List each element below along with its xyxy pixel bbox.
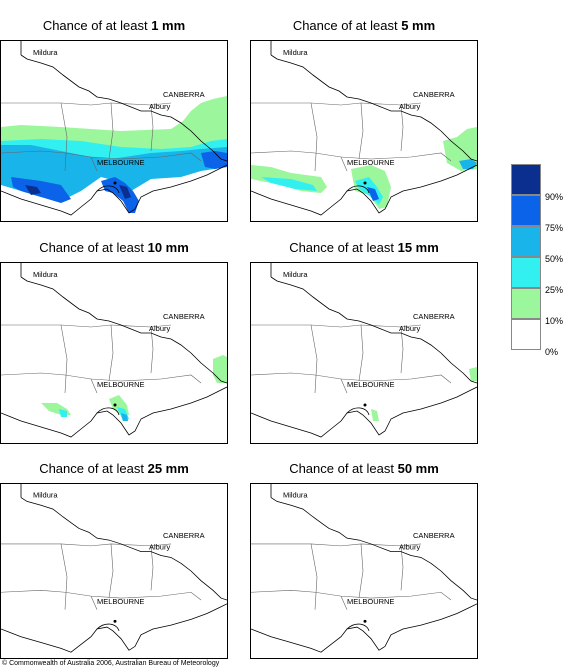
legend-swatch-10 (511, 288, 541, 319)
district-boundaries (1, 324, 202, 394)
panel-title: Chance of at least 5 mm (250, 18, 478, 36)
victoria-map: Mildura CANBERRA Albury MELBOURNE (251, 263, 477, 438)
coastline-and-borders (1, 263, 227, 438)
legend-label-75: 75% (545, 223, 564, 233)
label-canberra: CANBERRA (413, 531, 455, 540)
label-mildura: Mildura (283, 48, 308, 57)
coastline-and-borders (251, 263, 477, 438)
panel-title-amount: 50 mm (397, 461, 439, 476)
map-area: Mildura CANBERRA Albury MELBOURNE (0, 483, 228, 659)
legend-label-25: 25% (545, 285, 564, 295)
legend-swatch-0 (511, 319, 541, 350)
district-boundaries (251, 543, 452, 610)
rainfall-shading (371, 367, 477, 421)
rainfall-shading (251, 127, 477, 209)
victoria-map: Mildura CANBERRA Albury MELBOURNE (251, 41, 477, 216)
panel-title-prefix: Chance of at least (39, 461, 148, 476)
district-boundaries (251, 102, 452, 172)
panel-title-amount: 15 mm (397, 240, 439, 255)
coastline-and-borders (251, 41, 477, 216)
panel-title-prefix: Chance of at least (289, 240, 398, 255)
label-mildura: Mildura (33, 491, 58, 500)
panel-title-prefix: Chance of at least (289, 461, 398, 476)
label-melbourne: MELBOURNE (347, 597, 394, 606)
label-melbourne: MELBOURNE (347, 380, 395, 389)
coastline-and-borders (1, 484, 227, 653)
victoria-map: Mildura CANBERRA Albury MELBOURNE (1, 484, 227, 653)
panel-title: Chance of at least 1 mm (0, 18, 228, 36)
victoria-map: Mildura CANBERRA Albury MELBOURNE (1, 41, 227, 216)
map-area: Mildura CANBERRA Albury MELBOURNE (250, 483, 478, 659)
label-albury: Albury (149, 543, 171, 552)
map-panel-50mm: Chance of at least 50 mm Mildura CANBERR… (250, 461, 478, 665)
map-area: Mildura CANBERRA Albury MELBOURNE (0, 40, 228, 222)
label-albury: Albury (399, 102, 421, 111)
legend-label-50: 50% (545, 254, 564, 264)
legend-label-10: 10% (545, 316, 564, 326)
victoria-map: Mildura CANBERRA Albury MELBOURNE (251, 484, 477, 653)
map-panel-1mm: Chance of at least 1 mm (0, 18, 228, 222)
map-panel-5mm: Chance of at least 5 mm (250, 18, 478, 222)
label-melbourne: MELBOURNE (97, 380, 145, 389)
district-boundaries (1, 543, 202, 610)
victoria-map: Mildura CANBERRA Albury MELBOURNE (1, 263, 227, 438)
label-canberra: CANBERRA (163, 531, 205, 540)
label-melbourne: MELBOURNE (97, 597, 144, 606)
label-canberra: CANBERRA (413, 312, 455, 321)
label-albury: Albury (399, 543, 421, 552)
coastline-and-borders (1, 41, 227, 216)
label-mildura: Mildura (283, 491, 308, 500)
map-panel-10mm: Chance of at least 10 mm (0, 240, 228, 444)
panel-title: Chance of at least 50 mm (250, 461, 478, 479)
panel-title-amount: 10 mm (147, 240, 189, 255)
panel-title: Chance of at least 10 mm (0, 240, 228, 258)
panel-title-prefix: Chance of at least (39, 240, 148, 255)
legend-label-0: 0% (545, 347, 559, 357)
panel-title-prefix: Chance of at least (292, 18, 402, 33)
panel-title-prefix: Chance of at least (42, 18, 152, 33)
map-area: Mildura CANBERRA Albury MELBOURNE (250, 262, 478, 444)
map-area: Mildura CANBERRA Albury MELBOURNE (250, 40, 478, 222)
label-mildura: Mildura (283, 270, 308, 279)
panel-title: Chance of at least 15 mm (250, 240, 478, 258)
panel-title: Chance of at least 25 mm (0, 461, 228, 479)
label-melbourne: MELBOURNE (97, 158, 145, 167)
label-albury: Albury (399, 324, 421, 333)
legend-swatch-75 (511, 195, 541, 226)
district-boundaries (251, 324, 452, 394)
label-canberra: CANBERRA (163, 312, 205, 321)
label-canberra: CANBERRA (163, 90, 205, 99)
legend-swatch-90 (511, 164, 541, 195)
panel-title-amount: 25 mm (147, 461, 189, 476)
legend-swatch-25 (511, 257, 541, 288)
label-mildura: Mildura (33, 270, 58, 279)
legend-label-90: 90% (545, 192, 564, 202)
legend-swatch-50 (511, 226, 541, 257)
panel-title-amount: 5 mm (401, 18, 436, 33)
label-mildura: Mildura (33, 48, 58, 57)
label-melbourne: MELBOURNE (347, 158, 395, 167)
copyright-notice: © Commonwealth of Australia 2006, Austra… (2, 660, 220, 667)
probability-legend: 90% 75% 50% 25% 10% 0% (511, 164, 567, 357)
map-panel-25mm: Chance of at least 25 mm Mildura CANBERR… (0, 461, 228, 665)
label-canberra: CANBERRA (413, 90, 455, 99)
label-albury: Albury (149, 102, 171, 111)
label-albury: Albury (149, 324, 171, 333)
map-area: Mildura CANBERRA Albury MELBOURNE (0, 262, 228, 444)
panel-title-amount: 1 mm (151, 18, 186, 33)
coastline-and-borders (251, 484, 477, 653)
map-panel-15mm: Chance of at least 15 mm M (250, 240, 478, 444)
district-boundaries (1, 102, 202, 172)
